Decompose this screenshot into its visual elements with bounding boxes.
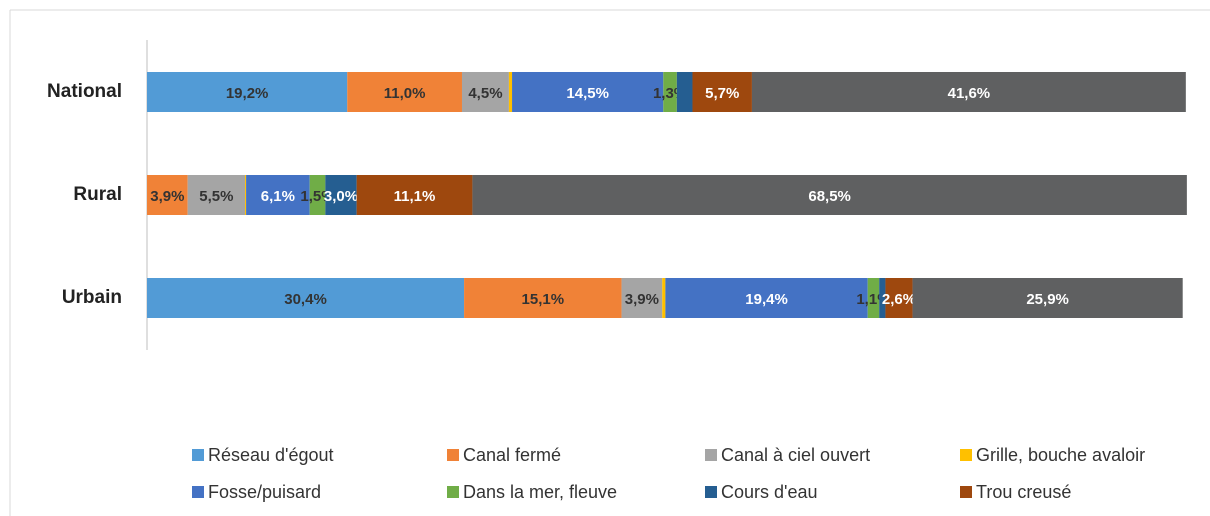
value-label: 3,0%: [324, 188, 358, 205]
category-label: Rural: [73, 184, 122, 205]
category-label: Urbain: [62, 287, 122, 308]
bar-segment: [245, 175, 247, 215]
legend-swatch: [705, 449, 717, 461]
bar-segment: [885, 278, 913, 318]
category-label: National: [47, 81, 122, 102]
bar-segment: [187, 175, 246, 215]
value-label: 30,4%: [284, 291, 327, 308]
bar-segment: [676, 72, 693, 112]
value-label: 2,6%: [882, 291, 916, 308]
bar-segment: [665, 278, 868, 318]
value-label: 5,5%: [199, 188, 233, 205]
value-label: 15,1%: [522, 291, 565, 308]
bar-segment: [309, 175, 326, 215]
value-label: 11,1%: [394, 188, 436, 205]
bar-segment: [147, 72, 348, 112]
bar-segment: [912, 278, 1183, 318]
bar-segment: [246, 175, 310, 215]
bar-segment: [663, 72, 677, 112]
legend-swatch: [705, 486, 717, 498]
bar-segment: [147, 278, 465, 318]
bar-segment: [621, 278, 663, 318]
legend-label: Canal fermé: [463, 445, 561, 465]
bar-segment: [508, 72, 513, 112]
legend-label: Réseau d'égout: [208, 445, 334, 465]
value-label: 3,9%: [150, 188, 184, 205]
value-label: 3,9%: [625, 291, 659, 308]
legend-swatch: [960, 449, 972, 461]
legend-label: Trou creusé: [976, 482, 1071, 502]
bar-segment: [692, 72, 752, 112]
bar-segment: [147, 175, 188, 215]
value-label: 25,9%: [1026, 291, 1069, 308]
value-label: 41,6%: [948, 85, 991, 102]
value-label: 68,5%: [808, 188, 851, 205]
bar-segment: [867, 278, 880, 318]
bar-segment: [662, 278, 666, 318]
bar-segment: [347, 72, 462, 112]
bar-segment: [472, 175, 1187, 215]
legend-swatch: [192, 449, 204, 461]
value-label: 14,5%: [566, 85, 609, 102]
value-label: 6,1%: [261, 188, 295, 205]
bar-segment: [464, 278, 622, 318]
legend-label: Fosse/puisard: [208, 482, 321, 502]
legend-label: Dans la mer, fleuve: [463, 482, 617, 502]
legend-label: Cours d'eau: [721, 482, 818, 502]
bar-segment: [751, 72, 1186, 112]
value-label: 19,4%: [745, 291, 788, 308]
bar-segment: [461, 72, 509, 112]
value-label: 19,2%: [226, 85, 269, 102]
legend-swatch: [447, 449, 459, 461]
legend-label: Grille, bouche avaloir: [976, 445, 1145, 465]
bar-segment: [879, 278, 886, 318]
value-label: 11,0%: [384, 85, 426, 102]
legend-swatch: [960, 486, 972, 498]
legend-swatch: [192, 486, 204, 498]
value-label: 4,5%: [468, 85, 502, 102]
legend-swatch: [447, 486, 459, 498]
bar-segment: [512, 72, 664, 112]
bar-segment: [356, 175, 473, 215]
value-label: 5,7%: [705, 85, 739, 102]
bar-segment: [325, 175, 357, 215]
legend-label: Canal à ciel ouvert: [721, 445, 870, 465]
